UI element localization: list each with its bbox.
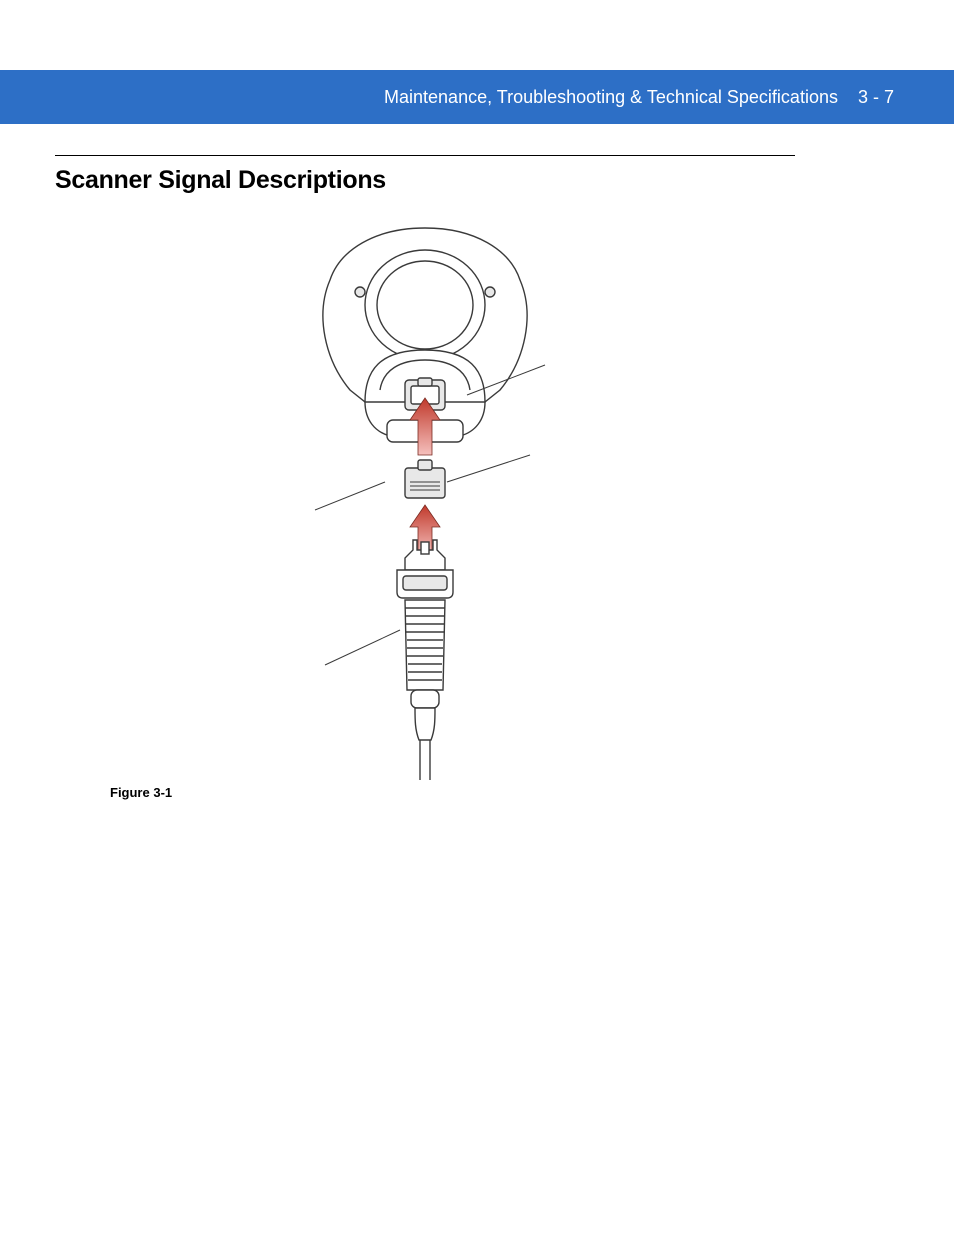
figure-caption: Figure 3-1 — [110, 785, 172, 800]
cable-connector — [397, 540, 453, 780]
leader-line — [447, 455, 530, 482]
section-rule — [55, 155, 795, 156]
page-header-bar: Maintenance, Troubleshooting & Technical… — [0, 70, 954, 124]
rj-plug-icon — [405, 460, 445, 498]
content-area: Scanner Signal Descriptions — [55, 155, 795, 195]
leader-line — [315, 482, 385, 510]
scanner-diagram — [215, 220, 635, 780]
chapter-title: Maintenance, Troubleshooting & Technical… — [384, 87, 838, 108]
leader-line — [325, 630, 400, 665]
figure-container — [55, 220, 795, 785]
section-title: Scanner Signal Descriptions — [55, 166, 795, 195]
page-number: 3 - 7 — [858, 87, 894, 108]
